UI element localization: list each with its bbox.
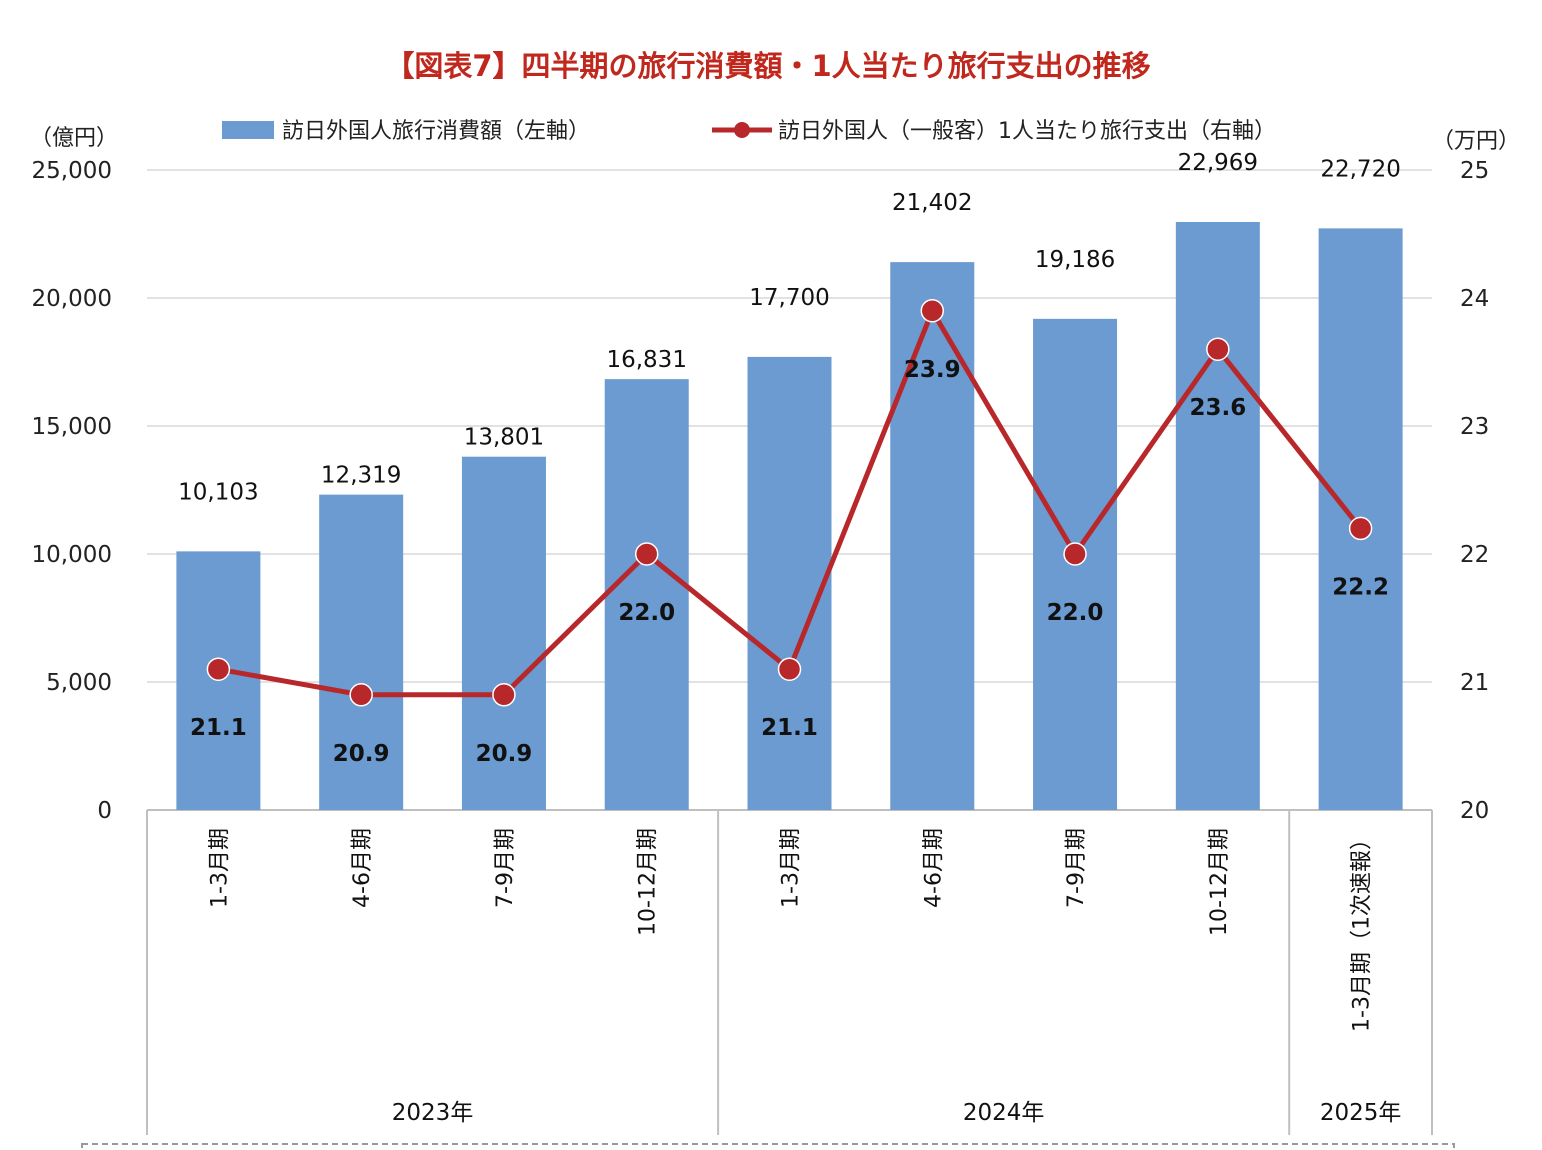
left-tick-label: 15,000 (32, 414, 112, 440)
line-value-label: 21.1 (190, 715, 247, 741)
legend-bar-swatch (222, 121, 274, 139)
chart-title: 【図表7】四半期の旅行消費額・1人当たり旅行支出の推移 (385, 49, 1150, 83)
bar-value-label: 19,186 (1035, 247, 1115, 273)
line-point (206, 657, 231, 681)
bars (176, 221, 1403, 811)
right-axis-unit: （万円） (1432, 129, 1520, 154)
category-label: 4-6月期 (350, 828, 375, 908)
category-label: 10-12月期 (1207, 828, 1232, 936)
bar-value-label: 13,801 (464, 425, 544, 451)
bar (747, 356, 832, 810)
bar-value-label: 22,720 (1320, 156, 1400, 182)
category-label: 7-9月期 (493, 828, 518, 908)
left-tick-label: 25,000 (32, 158, 112, 184)
bar-value-label: 21,402 (892, 190, 972, 216)
bar (604, 379, 689, 810)
left-axis-unit: （億円） (30, 126, 118, 151)
bar (1175, 221, 1260, 811)
line-value-label: 20.9 (476, 741, 533, 767)
year-group-label: 2024年 (963, 1100, 1045, 1126)
line-value-label: 22.0 (1047, 600, 1104, 626)
bar (890, 262, 975, 811)
line-point (1348, 516, 1373, 541)
right-tick-label: 23 (1460, 414, 1489, 440)
line-point (920, 299, 945, 323)
bar-value-label: 16,831 (606, 347, 686, 373)
category-label: 1-3月期（1次速報） (1350, 828, 1375, 1032)
line-value-label: 21.1 (761, 715, 818, 741)
line-point (349, 683, 373, 707)
bar (319, 494, 404, 810)
left-tick-label: 10,000 (32, 542, 112, 568)
year-group-label: 2023年 (392, 1100, 474, 1126)
year-groups: 2023年 2024年 2025年 (146, 810, 1433, 1135)
bar-value-labels: 10,103 12,319 13,801 16,831 17,700 21,402 19,1… (178, 150, 1401, 505)
line-point (634, 542, 659, 566)
legend-line-label: 訪日外国人（一般客）1人当たり旅行支出（右軸） (778, 119, 1276, 144)
line-value-label: 20.9 (333, 741, 390, 767)
right-tick-label: 25 (1460, 158, 1489, 184)
right-tick-label: 22 (1460, 542, 1489, 568)
line-value-label: 23.9 (904, 357, 961, 383)
legend: 訪日外国人旅行消費額（左軸） 訪日外国人（一般客）1人当たり旅行支出（右軸） (222, 119, 1276, 144)
bar-value-label: 22,969 (1178, 150, 1258, 176)
bar-value-label: 10,103 (178, 479, 258, 505)
left-tick-label: 0 (97, 798, 112, 824)
left-axis-ticks: 0 5,000 10,000 15,000 20,000 25,000 (32, 158, 112, 824)
line-value-labels: 21.1 20.9 20.9 22.0 21.1 23.9 22.0 23.6 22.2 (190, 357, 1389, 767)
note-box-border (81, 1143, 1455, 1150)
category-label: 10-12月期 (636, 828, 661, 936)
line-point (492, 683, 516, 707)
legend-bar-label: 訪日外国人旅行消費額（左軸） (282, 119, 590, 144)
line-series (206, 299, 1373, 707)
line-point (1206, 337, 1230, 361)
line-point (777, 657, 802, 681)
line-value-label: 22.2 (1332, 574, 1389, 600)
legend-line-marker (734, 122, 750, 138)
right-tick-label: 24 (1460, 286, 1489, 312)
line-point (1063, 542, 1087, 566)
left-tick-label: 5,000 (46, 670, 112, 696)
year-group-label: 2025年 (1320, 1100, 1402, 1126)
bar (461, 456, 546, 810)
line-value-label: 23.6 (1189, 395, 1246, 421)
right-tick-label: 20 (1460, 798, 1489, 824)
bar-value-label: 17,700 (749, 285, 829, 311)
category-label: 7-9月期 (1064, 828, 1089, 908)
right-tick-label: 21 (1460, 670, 1489, 696)
category-label: 1-3月期 (779, 828, 804, 908)
bar-value-label: 12,319 (321, 463, 401, 489)
line-value-label: 22.0 (618, 600, 675, 626)
category-label: 4-6月期 (921, 828, 946, 908)
right-axis-ticks: 20 21 22 23 24 25 (1460, 158, 1489, 824)
category-label: 1-3月期 (207, 828, 232, 908)
left-tick-label: 20,000 (32, 286, 112, 312)
category-axis: 1-3月期 4-6月期 7-9月期 10-12月期 1-3月期 4-6月期 7-9月期 10-… (207, 828, 1374, 1032)
